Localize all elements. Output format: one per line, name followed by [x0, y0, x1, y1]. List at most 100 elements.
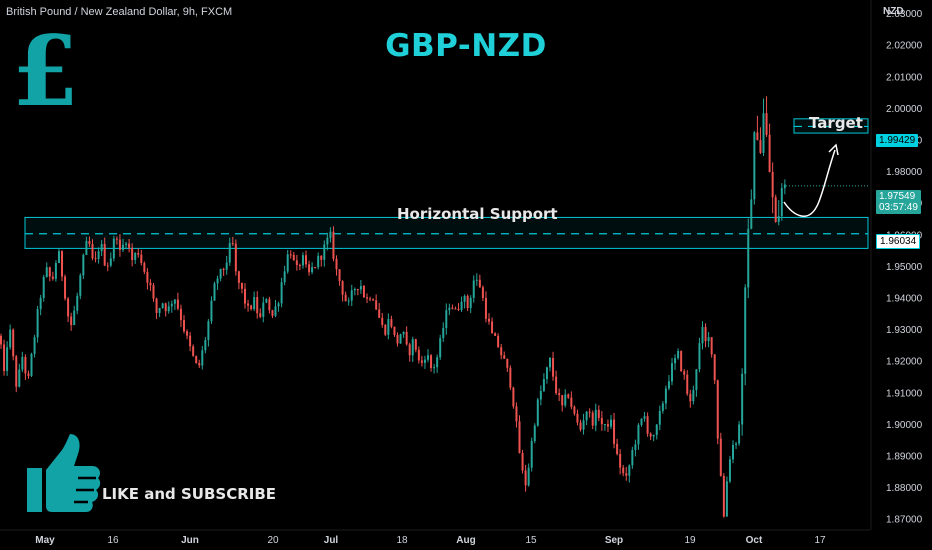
thumbs-up-icon: [22, 432, 102, 516]
like-subscribe-text: LIKE and SUBSCRIBE: [102, 485, 277, 503]
candle-body: [768, 134, 771, 172]
candle-body: [783, 184, 786, 189]
candle-body: [70, 316, 73, 325]
candle-body: [549, 357, 551, 368]
pound-sign-icon: £: [12, 15, 79, 128]
candle-body: [433, 367, 436, 369]
candle-body: [155, 298, 158, 313]
candle-body: [442, 328, 445, 339]
candle-body: [497, 335, 500, 348]
candle-body: [42, 276, 45, 298]
candle-body: [411, 339, 414, 356]
candle-body: [317, 255, 320, 268]
candle-body: [183, 320, 185, 332]
candle-body: [643, 416, 646, 419]
candle-body: [683, 371, 686, 375]
candle-body: [634, 444, 637, 451]
candle-body: [667, 381, 670, 389]
candle-body: [48, 267, 51, 277]
candle-body: [445, 310, 448, 329]
x-tick-label: 18: [396, 535, 408, 546]
candle-body: [0, 335, 2, 345]
candle-body: [73, 310, 76, 325]
candle-body: [222, 268, 225, 270]
x-tick-label: 16: [107, 535, 119, 546]
candle-body: [143, 263, 146, 272]
candle-body: [463, 295, 466, 302]
candle-body: [179, 308, 182, 321]
candle-body: [753, 132, 756, 200]
candle-body: [655, 424, 658, 436]
candle-body: [61, 251, 63, 277]
candle-body: [338, 269, 341, 282]
candle-body: [106, 265, 109, 267]
candle-body: [24, 356, 27, 374]
y-tick-label: 1.93000: [886, 325, 923, 336]
candle-body: [457, 308, 460, 310]
candle-body: [427, 355, 429, 360]
y-tick-label: 1.95000: [886, 262, 923, 273]
candle-body: [280, 282, 283, 304]
last-price-value: 1.97549: [879, 191, 916, 202]
candle-body: [472, 280, 475, 298]
x-tick-label: 15: [525, 535, 537, 546]
candle-body: [503, 355, 506, 359]
candle-body: [390, 319, 393, 327]
candle-body: [698, 343, 701, 370]
candle-body: [536, 399, 539, 426]
candle-body: [356, 289, 359, 291]
candle-body: [509, 367, 512, 388]
candle-body: [326, 237, 329, 245]
candle-body: [381, 317, 384, 325]
candle-body: [289, 254, 292, 256]
candle-body: [88, 241, 91, 245]
candle-body: [82, 254, 85, 276]
support-price-tag: 1.96034: [876, 234, 921, 249]
support-label: Horizontal Support: [397, 205, 558, 223]
candle-body: [250, 305, 253, 310]
candle-body: [603, 424, 606, 426]
x-tick-label: Oct: [746, 535, 763, 546]
candle-body: [6, 347, 9, 371]
candles: [0, 96, 786, 518]
candle-body: [628, 465, 631, 476]
candle-body: [118, 239, 121, 250]
candle-body: [195, 355, 198, 363]
candle-body: [524, 470, 527, 486]
candle-body: [518, 421, 521, 453]
candle-body: [506, 358, 509, 368]
candle-body: [51, 276, 54, 279]
candle-body: [109, 258, 112, 266]
candle-body: [695, 369, 698, 391]
candle-body: [631, 450, 634, 466]
x-axis[interactable]: May 16 Jun 20 Jul 18 Aug 15 Sep 19 Oct 17: [0, 529, 870, 546]
candle-body: [585, 411, 588, 421]
y-tick-label: 1.94000: [886, 294, 923, 305]
candle-body: [305, 255, 307, 265]
candle-body: [79, 275, 82, 296]
candle-body: [674, 358, 677, 364]
candle-body: [18, 369, 21, 387]
candle-body: [140, 254, 143, 264]
candle-body: [173, 299, 176, 304]
candle-body: [15, 356, 18, 387]
candle-body: [460, 301, 463, 310]
candle-body: [567, 394, 570, 398]
symbol-description[interactable]: British Pound / New Zealand Dollar, 9h, …: [6, 6, 233, 18]
y-axis[interactable]: 2.030002.020002.010002.000001.990001.980…: [870, 0, 923, 530]
candle-body: [216, 278, 219, 284]
candle-body: [491, 321, 494, 334]
candle-body: [542, 379, 545, 392]
candle-body: [125, 243, 128, 245]
y-tick-label: 1.92000: [886, 357, 923, 368]
candle-body: [771, 171, 774, 198]
candle-body: [33, 337, 36, 354]
candle-body: [97, 251, 100, 259]
candle-body: [637, 424, 640, 445]
candle-body: [408, 344, 411, 356]
candle-body: [430, 355, 433, 368]
candle-body: [664, 388, 667, 404]
candle-body: [680, 350, 683, 372]
candle-body: [738, 424, 741, 444]
